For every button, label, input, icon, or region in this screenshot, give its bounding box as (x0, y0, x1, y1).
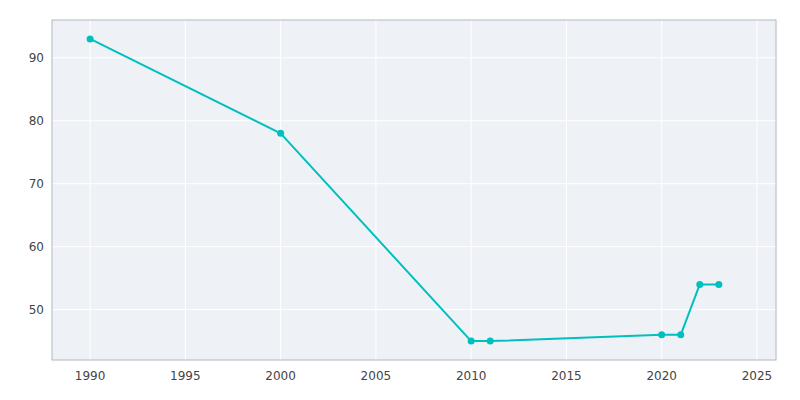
grid-line-x (280, 20, 281, 360)
grid-line-y (52, 120, 776, 121)
grid-line-y (52, 183, 776, 184)
x-tick-label: 2010 (456, 369, 487, 383)
point (696, 281, 703, 288)
chart-svg: 1990 1995 2000 2005 2010 2015 2020 2025 50 60 70 80… (0, 0, 800, 400)
x-tick-label: 2000 (265, 369, 296, 383)
y-tick-label: 50 (29, 303, 44, 317)
point (277, 130, 284, 137)
x-tick-label: 2015 (551, 369, 582, 383)
chart-container: 1990 1995 2000 2005 2010 2015 2020 2025 50 60 70 80… (0, 0, 800, 400)
plot-background (52, 20, 776, 360)
series (87, 35, 723, 344)
y-tick-label: 70 (29, 177, 44, 191)
grid-line-x (90, 20, 91, 360)
point (487, 338, 494, 345)
tick-labels: 1990 1995 2000 2005 2010 2015 2020 2025 50 60 70 80… (29, 51, 773, 383)
x-tick-label: 2020 (646, 369, 677, 383)
x-tick-label: 1995 (170, 369, 201, 383)
point (468, 338, 475, 345)
grid-line-y (52, 246, 776, 247)
plot-frame (52, 20, 776, 360)
grid-line-x (375, 20, 376, 360)
line (90, 39, 719, 341)
grid (52, 20, 776, 360)
grid-line-x (756, 20, 757, 360)
grid-line-x (566, 20, 567, 360)
y-tick-label: 90 (29, 51, 44, 65)
x-tick-label: 2025 (742, 369, 773, 383)
grid-line-x (185, 20, 186, 360)
y-tick-label: 80 (29, 114, 44, 128)
point (87, 35, 94, 42)
grid-line-x (661, 20, 662, 360)
grid-line-x (471, 20, 472, 360)
point (658, 331, 665, 338)
grid-line-y (52, 57, 776, 58)
x-tick-label: 1990 (75, 369, 106, 383)
grid-line-y (52, 309, 776, 310)
point (677, 331, 684, 338)
point (715, 281, 722, 288)
x-tick-label: 2005 (361, 369, 392, 383)
y-tick-label: 60 (29, 240, 44, 254)
